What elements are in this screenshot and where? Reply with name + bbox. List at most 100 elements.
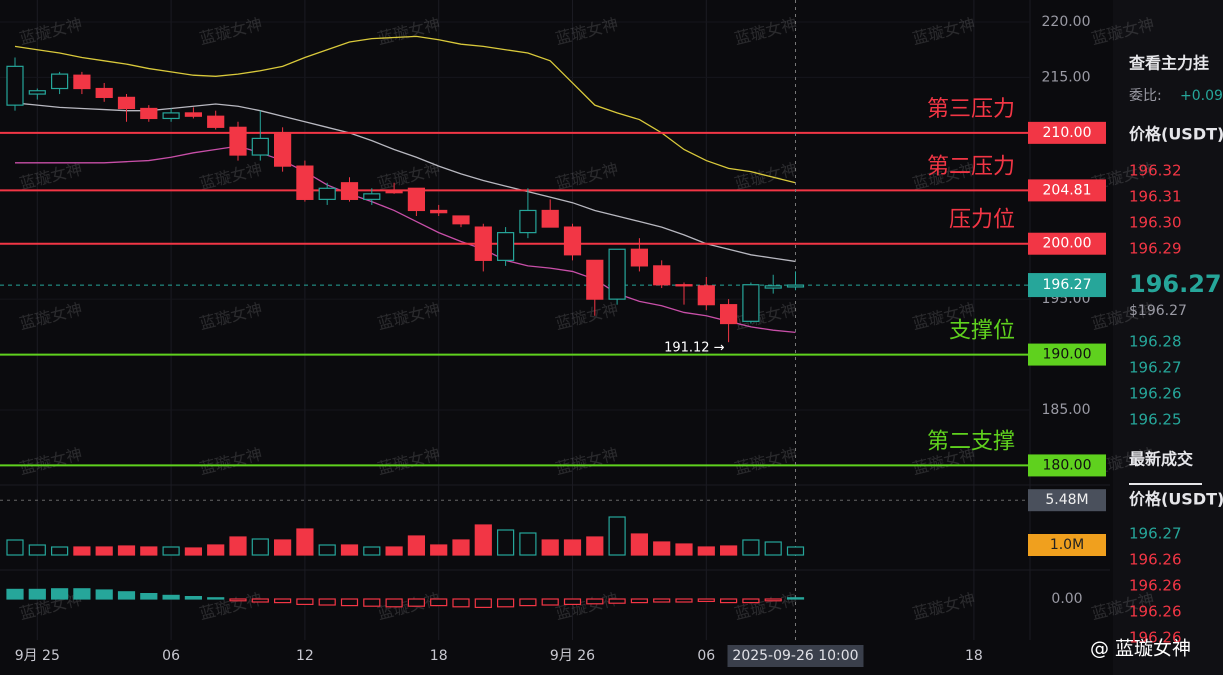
macd-bar (207, 597, 225, 600)
macd-bar (630, 598, 649, 604)
candle-body (385, 189, 403, 194)
macd-bar (28, 588, 46, 600)
macd-bar (653, 598, 671, 603)
candle-body (162, 112, 180, 120)
volume-tag (1028, 534, 1106, 556)
level-tag-label: 210.00 (1043, 125, 1092, 141)
macd-bar (318, 598, 336, 606)
y-tick-label: 185.00 (1042, 402, 1091, 418)
candle-body (274, 132, 292, 167)
volume-bar (363, 546, 381, 556)
macd-bar (184, 595, 202, 600)
volume-bar (274, 539, 292, 556)
candle-body (697, 285, 715, 306)
volume-bar (608, 516, 626, 556)
candle-body (296, 165, 314, 200)
candle-body (764, 285, 782, 289)
ma-line (14, 35, 796, 184)
candle-body (363, 193, 381, 200)
ask-price: 196.32 (1129, 162, 1182, 180)
y-tick-label: 215.00 (1042, 69, 1091, 85)
macd-bar (786, 597, 805, 600)
candle-body (452, 215, 470, 225)
volume-tag-label: 1.0M (1050, 537, 1084, 553)
volume-bar (541, 539, 559, 556)
volume-bar (697, 546, 715, 556)
bid-price: 196.26 (1129, 385, 1182, 403)
last-price-tag (1028, 273, 1106, 298)
volume-bar (586, 536, 604, 556)
candle-body (117, 96, 136, 110)
macd-bar (95, 589, 113, 600)
candle-body (742, 284, 760, 322)
volume-bar (73, 546, 91, 556)
volume-bar (719, 545, 738, 556)
macd-bar (50, 588, 69, 600)
volume-bar (251, 538, 269, 556)
macd-bar (719, 598, 738, 604)
level-tag-label: 180.00 (1043, 457, 1092, 473)
candle-body (207, 115, 225, 128)
candle-body (50, 73, 69, 90)
volume-bar (385, 546, 403, 556)
level-tag (1028, 179, 1106, 202)
candle-body (719, 304, 738, 325)
volume-bar (140, 546, 158, 556)
level-name: 支撑位 (949, 319, 1015, 344)
volume-tag-label: 5.48M (1045, 492, 1088, 508)
macd-bar (608, 598, 626, 604)
ma-line (15, 145, 796, 334)
low-annotation: 191.12 → (664, 341, 725, 356)
last-price: 196.27 (1129, 270, 1222, 298)
trade-price: 196.26 (1129, 577, 1182, 595)
ratio-label: 委比: (1129, 88, 1162, 104)
candle-body (653, 265, 671, 286)
trades-title: 最新成交 (1129, 450, 1193, 469)
level-name: 第三压力 (927, 97, 1015, 122)
last-usd: $196.27 (1129, 303, 1187, 319)
volume-bar (229, 536, 247, 556)
trade-price: 196.26 (1129, 603, 1182, 621)
volume-bar (653, 541, 671, 556)
macd-bar (140, 592, 158, 600)
bid-price: 196.25 (1129, 411, 1182, 429)
level-tag (1028, 454, 1106, 477)
crosshair-tag (727, 645, 864, 667)
macd-bar (73, 588, 91, 600)
volume-bar (675, 543, 693, 556)
macd-tick-label: 0.00 (1051, 591, 1082, 607)
macd-bar (6, 588, 24, 600)
candle-body (6, 65, 24, 106)
ask-price: 196.29 (1129, 240, 1182, 258)
sidebar (1113, 0, 1223, 675)
level-tag-label: 204.81 (1043, 182, 1092, 198)
macd-bar (274, 598, 292, 604)
macd-bar (296, 598, 314, 606)
macd-bar (363, 598, 381, 607)
candle-body (251, 137, 269, 156)
candle-body (586, 259, 604, 300)
macd-bar (407, 598, 425, 607)
macd-bar (675, 598, 693, 603)
x-tick-label: 9月 26 (550, 648, 595, 664)
candle-body (28, 90, 46, 95)
volume-bar (184, 547, 202, 556)
volume-bar (6, 539, 24, 556)
level-tag (1028, 232, 1106, 255)
candle-body (430, 209, 448, 214)
level-name: 第二压力 (927, 154, 1015, 179)
x-tick-label: 06 (162, 648, 180, 664)
level-tag-label: 200.00 (1043, 236, 1092, 252)
x-tick-label: 06 (697, 648, 715, 664)
volume-bar (207, 544, 225, 556)
volume-bar (28, 544, 46, 556)
candle-body (318, 187, 336, 200)
level-tag (1028, 121, 1106, 144)
volume-bar (296, 528, 314, 556)
bid-price: 196.28 (1129, 333, 1182, 351)
footer: @ 蓝璇女神 (1090, 638, 1191, 660)
volume-bar (474, 524, 492, 556)
ratio: +0.09 (1180, 88, 1223, 104)
volume-bar (563, 539, 582, 556)
